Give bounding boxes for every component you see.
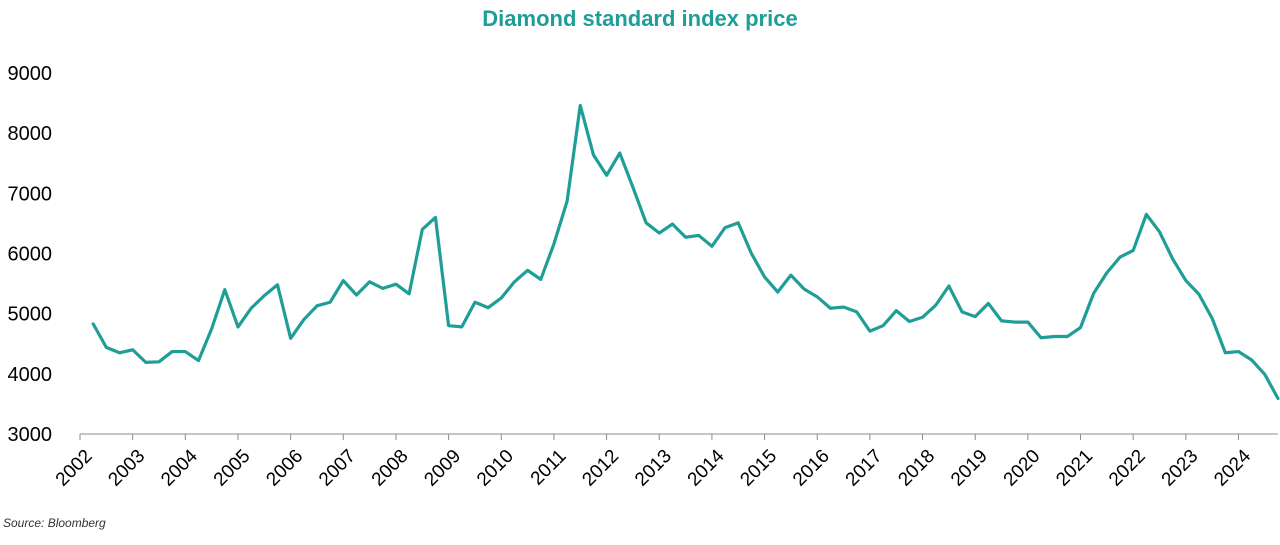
y-tick-label: 9000: [8, 63, 53, 85]
x-tick-label: 2019: [947, 446, 992, 491]
source-note: Source: Bloomberg: [3, 516, 106, 530]
y-axis-tick-labels: 3000 4000 5000 6000 7000 8000 9000: [8, 63, 53, 446]
x-tick-label: 2006: [262, 446, 307, 491]
x-tick-label: 2017: [842, 446, 887, 491]
x-tick-label: 2012: [578, 446, 623, 491]
y-tick-label: 7000: [8, 183, 53, 205]
series-line: [91, 103, 1280, 401]
x-tick-label: 2022: [1105, 446, 1150, 491]
y-tick-label: 3000: [8, 424, 53, 446]
x-tick-label: 2024: [1210, 445, 1255, 490]
x-tick-label: 2020: [1000, 446, 1045, 491]
x-tick-label: 2004: [157, 445, 202, 490]
x-tick-label: 2009: [420, 446, 465, 491]
x-tick-label: 2016: [789, 446, 834, 491]
y-tick-label: 6000: [8, 244, 53, 266]
y-tick-label: 4000: [8, 364, 53, 386]
x-tick-label: 2010: [473, 446, 518, 491]
x-tick-label: 2021: [1052, 446, 1097, 491]
x-tick-label: 2003: [104, 446, 149, 491]
x-tick-label: 2005: [210, 446, 255, 491]
x-tick-label: 2023: [1158, 446, 1203, 491]
x-tick-label: 2018: [894, 446, 939, 491]
x-tick-label: 2008: [368, 446, 413, 491]
x-tick-label: 2014: [684, 445, 729, 490]
x-tick-label: 2011: [527, 446, 571, 490]
series-group: [91, 103, 1280, 401]
x-axis-ticks: 2002 2003 2004 2005 2006 2007 2008 2009 2010 2011…: [52, 434, 1255, 491]
x-tick-label: 2002: [52, 446, 97, 491]
y-tick-label: 8000: [8, 123, 53, 145]
chart-title: Diamond standard index price: [482, 6, 797, 31]
y-tick-label: 5000: [8, 304, 53, 326]
x-tick-label: 2015: [736, 446, 781, 491]
x-tick-label: 2007: [315, 446, 360, 491]
x-tick-label: 2013: [631, 446, 676, 491]
